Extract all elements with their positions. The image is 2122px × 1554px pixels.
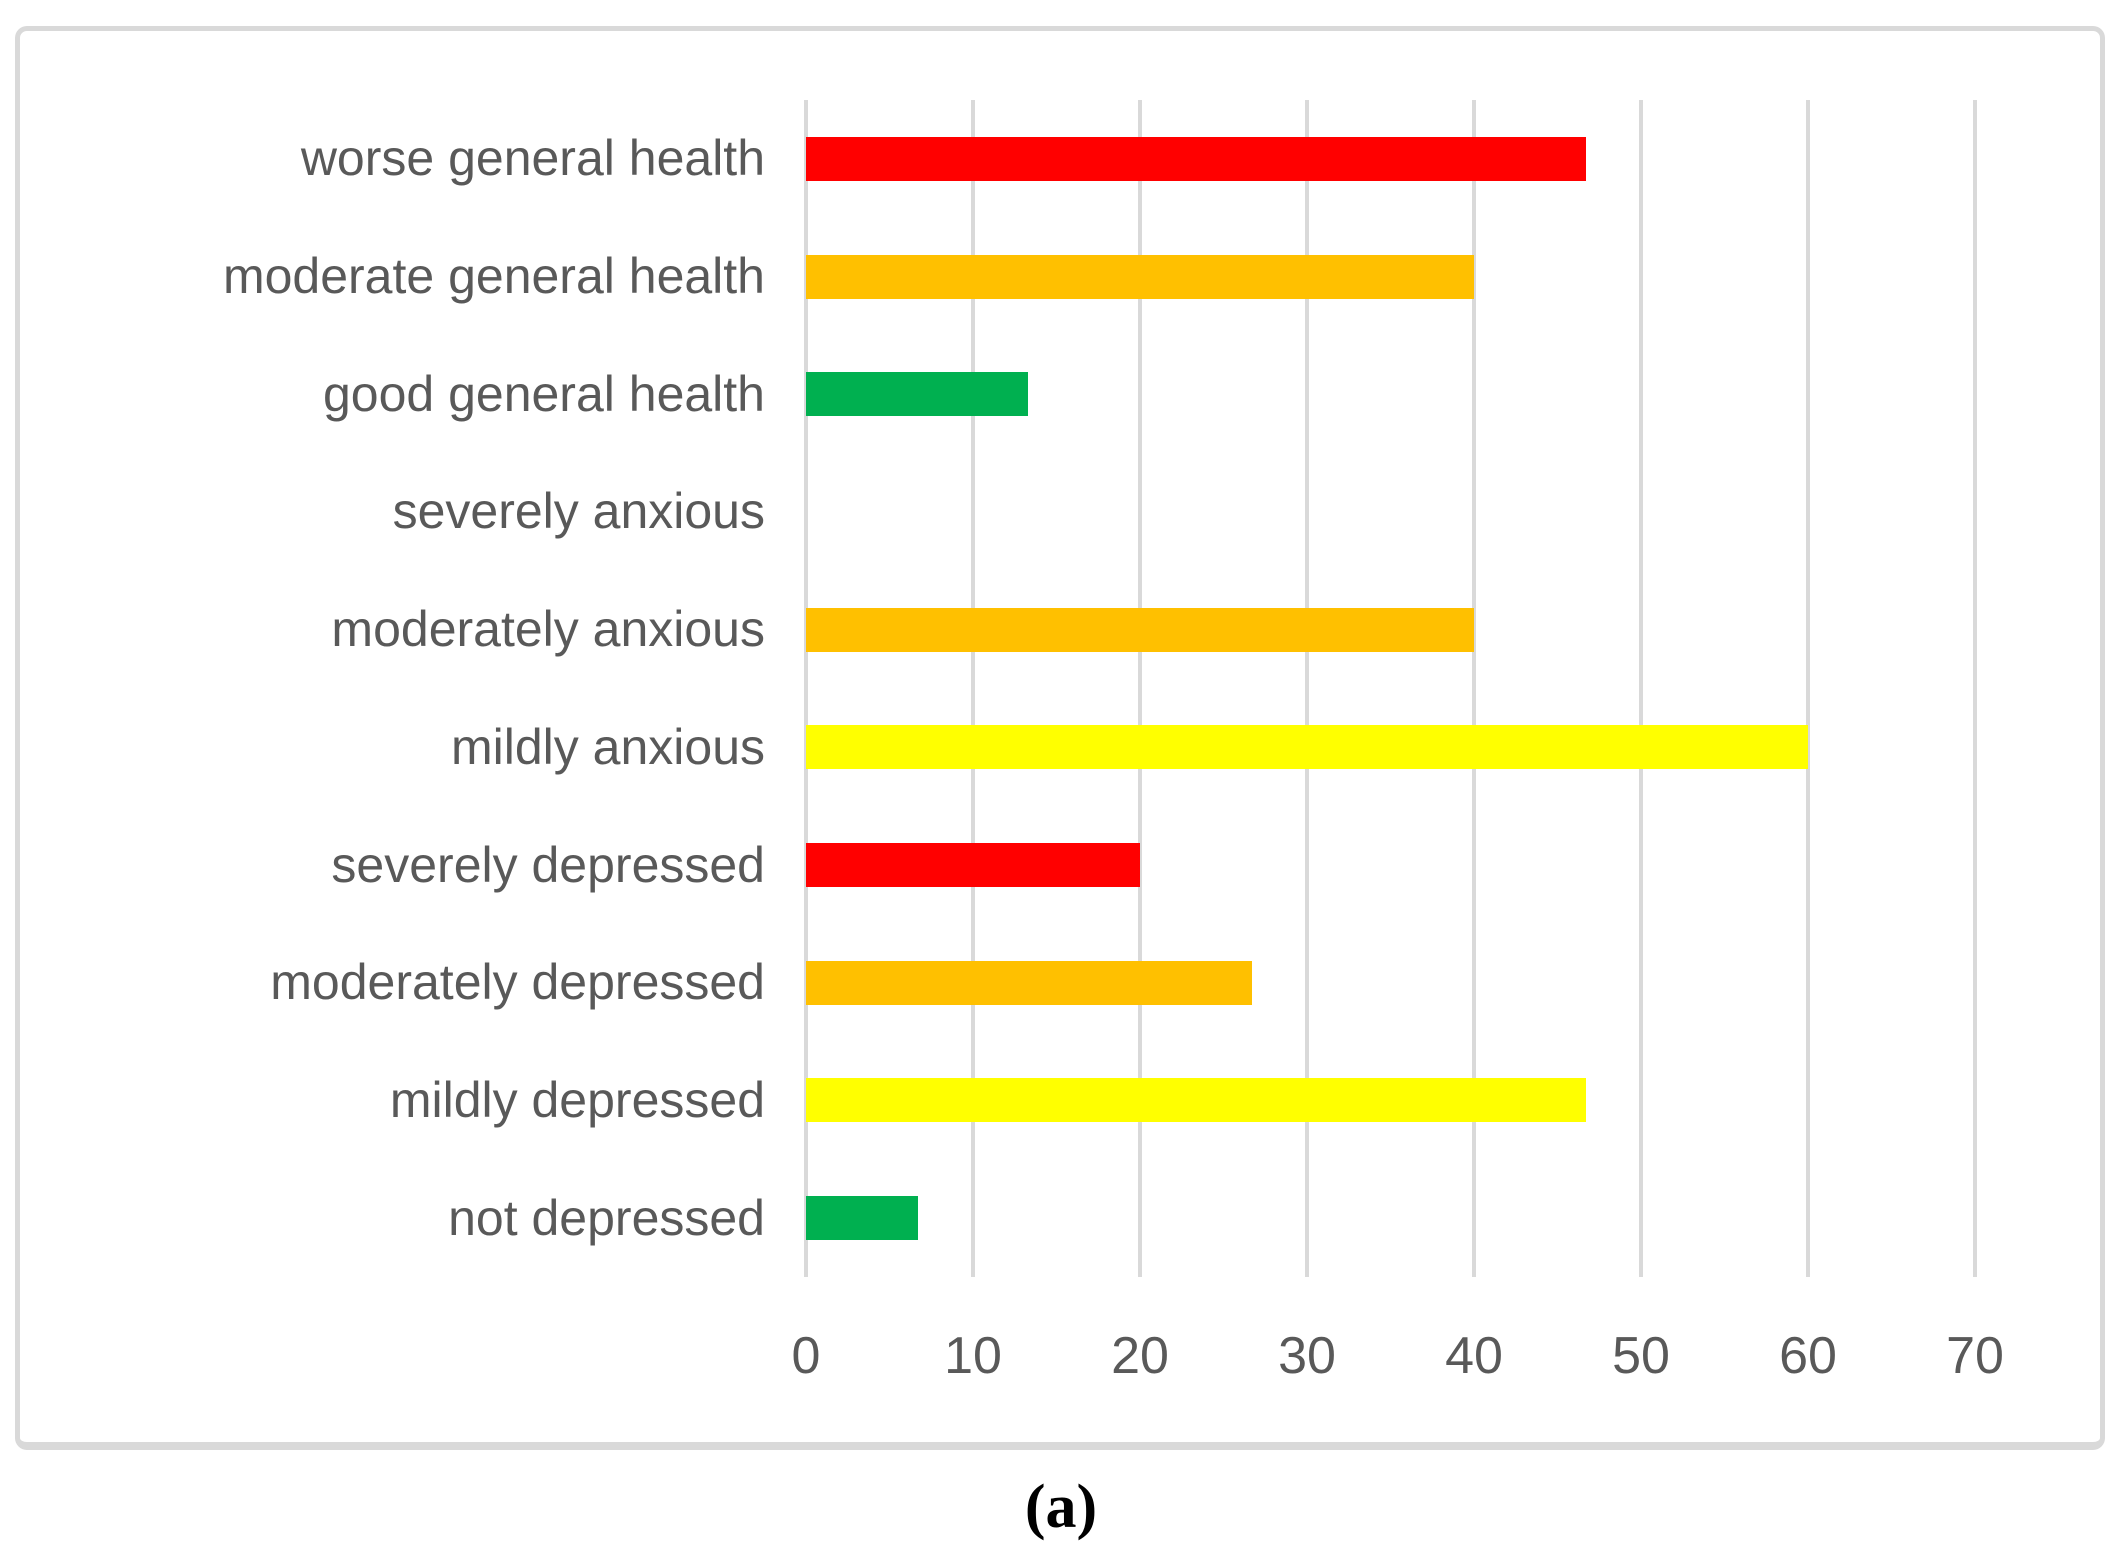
chart-row: moderate general health (20, 218, 1975, 336)
bar-not-depressed (806, 1196, 918, 1241)
x-tick-label: 70 (1946, 1327, 2004, 1385)
gridline-x-50 (1639, 100, 1643, 1277)
category-label: moderately anxious (331, 601, 765, 658)
bar-track (806, 924, 1975, 1042)
bar-mildly-anxious (806, 725, 1808, 770)
chart-row: moderately anxious (20, 571, 1975, 689)
bar-track (806, 100, 1975, 218)
chart-row: not depressed (20, 1159, 1975, 1277)
figure-caption: (a) (1024, 1473, 1098, 1541)
bar-track (806, 218, 1975, 336)
x-tick-label: 20 (1111, 1327, 1169, 1385)
gridline-x-10 (971, 100, 975, 1277)
bar-severely-depressed (806, 843, 1140, 888)
bar-moderately-depressed (806, 960, 1252, 1005)
category-label: severely anxious (392, 483, 765, 540)
bar-good-general-health (806, 372, 1029, 417)
gridline-x-0 (804, 100, 808, 1277)
bar-track (806, 1042, 1975, 1160)
category-label: mildly depressed (389, 1071, 765, 1128)
bar-track (806, 453, 1975, 571)
bar-moderately-anxious (806, 607, 1474, 652)
plot-area (804, 100, 1977, 1277)
gridline-x-60 (1806, 100, 1810, 1277)
category-label: good general health (322, 365, 765, 422)
bar-track (806, 571, 1975, 689)
x-tick-label: 60 (1779, 1327, 1837, 1385)
category-label: severely depressed (331, 836, 765, 893)
bar-worse-general-health (806, 136, 1586, 181)
x-axis: 0 10 20 30 40 50 60 70 (792, 1326, 2004, 1396)
category-label: worse general health (300, 130, 765, 187)
category-label: moderate general health (222, 248, 765, 305)
bar-mildly-depressed (806, 1078, 1586, 1123)
chart-row: severely anxious (20, 453, 1975, 571)
chart-frame: worse general health moderate general hea… (15, 26, 2105, 1450)
x-tick-label: 10 (944, 1327, 1002, 1385)
category-label: mildly anxious (450, 718, 765, 775)
gridline-x-40 (1472, 100, 1476, 1277)
category-label: not depressed (448, 1189, 765, 1246)
x-tick-label: 40 (1445, 1327, 1503, 1385)
bar-moderate-general-health (806, 254, 1474, 299)
chart-row: worse general health (20, 100, 1975, 218)
chart-row: mildly depressed (20, 1042, 1975, 1160)
gridline-x-20 (1138, 100, 1142, 1277)
chart-row: severely depressed (20, 806, 1975, 924)
category-label: moderately depressed (270, 954, 765, 1011)
bar-track (806, 689, 1975, 807)
gridline-x-30 (1305, 100, 1309, 1277)
x-tick-label: 50 (1612, 1327, 1670, 1385)
x-tick-label: 0 (791, 1327, 821, 1385)
chart-rows: worse general health moderate general hea… (20, 100, 1975, 1277)
chart-row: moderately depressed (20, 924, 1975, 1042)
chart-row: good general health (20, 335, 1975, 453)
x-tick-label: 30 (1278, 1327, 1336, 1385)
chart-row: mildly anxious (20, 689, 1975, 807)
bar-track (806, 335, 1975, 453)
bar-track (806, 1159, 1975, 1277)
bar-track (806, 806, 1975, 924)
gridline-x-70 (1973, 100, 1977, 1277)
